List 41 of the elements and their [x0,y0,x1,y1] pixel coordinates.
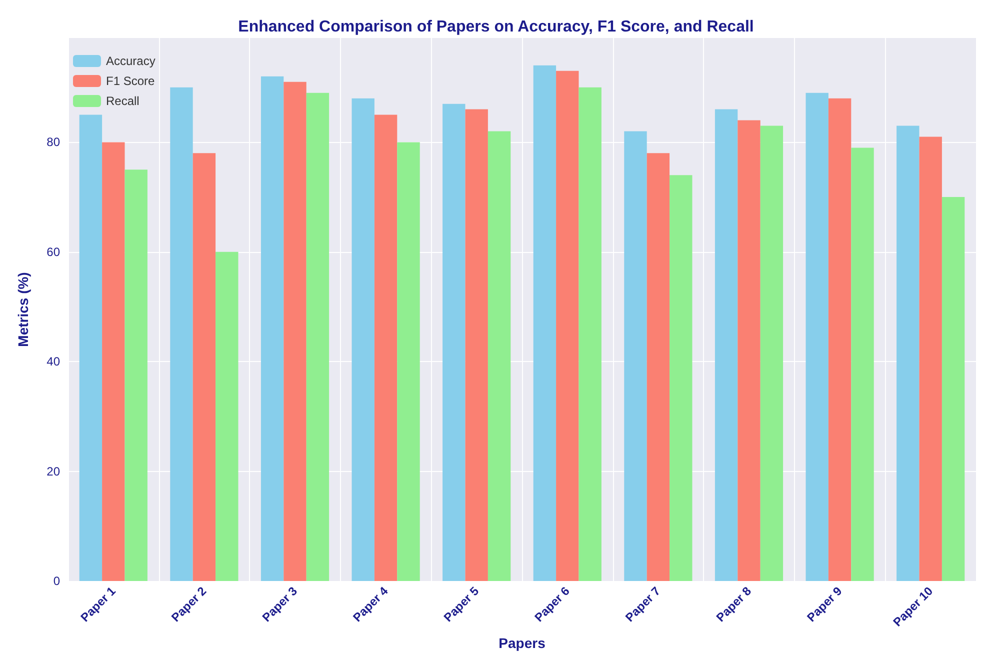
bar [828,98,852,581]
bar [79,114,102,581]
y-tick-label: 60 [46,244,60,259]
chart-title: Enhanced Comparison of Papers on Accuracy, F1 Score, and Recall [238,18,754,36]
bar [624,131,647,581]
bar [306,92,330,581]
bar [851,148,874,581]
y-tick-label: 20 [46,464,60,478]
bar [465,109,488,581]
bar [919,136,942,581]
bar [216,252,238,581]
bar [738,120,760,581]
bar [352,98,374,581]
bar [896,126,920,581]
bar [192,153,216,581]
y-tick-label: 80 [46,135,60,150]
y-tick-label: 0 [53,574,60,588]
bar [714,109,738,581]
legend-label: F1 Score [106,74,156,88]
bar [170,87,193,581]
legend-label: Recall [106,94,140,108]
bar [646,153,670,581]
bar [102,142,125,581]
bar [260,76,284,581]
bar [488,131,511,581]
bar [670,175,692,581]
y-axis-title: Metrics (%) [15,272,31,347]
bar [556,70,579,581]
bar [442,104,466,581]
y-tick-label: 40 [46,354,60,369]
bar [284,82,306,581]
bar [374,114,398,581]
bar [533,65,556,581]
x-axis-title: Papers [498,635,546,651]
bar [760,126,784,581]
bar [942,197,965,581]
bar [578,87,602,581]
legend-label: Accuracy [106,54,156,68]
bar [397,142,420,581]
bar [124,170,148,581]
bar [806,92,828,581]
